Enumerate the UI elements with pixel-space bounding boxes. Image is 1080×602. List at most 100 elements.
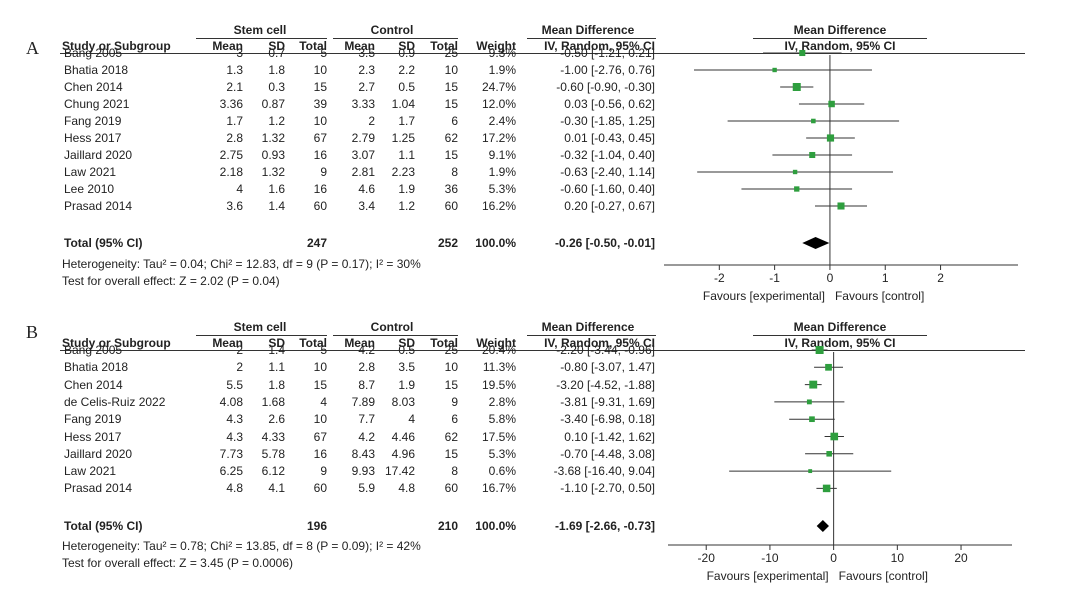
plot-subtitle: IV, Random, 95% CI bbox=[784, 39, 896, 53]
cell-exp-mean: 1.3 bbox=[226, 63, 243, 77]
column-header: SD bbox=[268, 39, 285, 53]
effect-marker bbox=[799, 49, 806, 57]
cell-weight: 11.3% bbox=[482, 360, 516, 375]
cell-exp-mean: 3.36 bbox=[219, 97, 243, 111]
cell-ctrl-total: 10 bbox=[444, 63, 458, 77]
cell-exp-sd: 5.78 bbox=[261, 446, 285, 461]
cell-ctrl-total: 15 bbox=[444, 377, 458, 392]
study-name: Chen 2014 bbox=[64, 377, 123, 392]
cell-ctrl-mean: 2.81 bbox=[351, 165, 375, 179]
column-header: Total bbox=[430, 336, 458, 350]
group-underline-plot bbox=[753, 335, 927, 336]
cell-ctrl-sd: 0.5 bbox=[398, 343, 415, 357]
effect-marker bbox=[815, 346, 824, 354]
cell-weight: 17.5% bbox=[481, 429, 516, 444]
study-name: Bhatia 2018 bbox=[64, 63, 129, 77]
column-header: Study or Subgroup bbox=[62, 39, 171, 53]
cell-exp-total: 10 bbox=[313, 63, 327, 77]
group-underline-plot bbox=[753, 38, 927, 39]
cell-exp-total: 60 bbox=[313, 481, 327, 496]
effect-marker bbox=[792, 83, 801, 91]
study-name: Law 2021 bbox=[64, 165, 117, 179]
cell-exp-total: 15 bbox=[313, 377, 327, 392]
cell-ctrl-total: 8 bbox=[451, 165, 458, 179]
cell-ctrl-total: 25 bbox=[444, 343, 458, 357]
cell-weight: 0.6% bbox=[488, 464, 516, 479]
total-ctrl: 210 bbox=[437, 519, 458, 533]
cell-ctrl-mean: 3.07 bbox=[351, 148, 375, 162]
x-tick-label: -10 bbox=[761, 551, 779, 565]
cell-exp-sd: 0.87 bbox=[261, 97, 285, 111]
cell-ctrl-total: 9 bbox=[451, 394, 458, 409]
column-header: SD bbox=[398, 39, 415, 53]
effect-marker bbox=[826, 451, 832, 457]
group-header-control: Control bbox=[370, 23, 414, 37]
x-tick-label: 20 bbox=[954, 551, 968, 565]
plot-title: Mean Difference bbox=[793, 320, 887, 334]
cell-ctrl-mean: 3.33 bbox=[351, 97, 375, 111]
cell-ctrl-total: 15 bbox=[444, 446, 458, 461]
group-header-control: Control bbox=[370, 320, 414, 334]
cell-ci: -1.00 [-2.76, 0.76] bbox=[560, 63, 655, 77]
cell-weight: 20.4% bbox=[481, 343, 516, 357]
total-exp: 247 bbox=[306, 236, 327, 250]
cell-ctrl-total: 15 bbox=[444, 97, 458, 111]
cell-exp-total: 9 bbox=[320, 464, 327, 479]
cell-exp-sd: 4.1 bbox=[268, 481, 285, 496]
study-name: de Celis-Ruiz 2022 bbox=[64, 394, 166, 409]
cell-exp-total: 9 bbox=[320, 165, 327, 179]
cell-ctrl-mean: 9.93 bbox=[351, 464, 375, 479]
cell-weight: 2.8% bbox=[488, 394, 516, 409]
cell-exp-mean: 2 bbox=[236, 343, 243, 357]
effect-marker bbox=[809, 380, 818, 389]
cell-exp-mean: 4.8 bbox=[226, 481, 243, 496]
cell-weight: 17.2% bbox=[481, 131, 516, 145]
cell-weight: 9.1% bbox=[488, 148, 516, 162]
cell-weight: 19.5% bbox=[481, 377, 516, 392]
panel-label: A bbox=[26, 38, 39, 58]
study-name: Jaillard 2020 bbox=[64, 148, 133, 162]
effect-marker bbox=[808, 469, 813, 474]
cell-ctrl-total: 60 bbox=[444, 199, 458, 213]
cell-ctrl-total: 15 bbox=[444, 148, 458, 162]
cell-exp-sd: 1.32 bbox=[261, 165, 285, 179]
cell-exp-mean: 7.73 bbox=[219, 446, 243, 461]
x-tick-label: -1 bbox=[769, 271, 780, 285]
cell-ctrl-sd: 2.23 bbox=[391, 165, 415, 179]
cell-ctrl-total: 15 bbox=[444, 80, 458, 94]
column-header: Total bbox=[299, 39, 327, 53]
effect-marker bbox=[830, 432, 839, 441]
cell-ctrl-total: 25 bbox=[444, 46, 458, 60]
cell-exp-sd: 1.4 bbox=[268, 199, 285, 213]
x-tick-label: 0 bbox=[830, 551, 837, 565]
cell-ctrl-sd: 1.9 bbox=[398, 182, 415, 196]
effect-marker bbox=[809, 416, 815, 423]
cell-weight: 1.9% bbox=[488, 63, 516, 77]
cell-exp-total: 10 bbox=[313, 360, 327, 375]
cell-ci: -1.10 [-2.70, 0.50] bbox=[560, 481, 655, 496]
summary-diamond bbox=[802, 237, 830, 249]
cell-ctrl-sd: 0.9 bbox=[398, 46, 415, 60]
group-underline-control bbox=[333, 335, 458, 336]
cell-ci: -0.70 [-4.48, 3.08] bbox=[560, 446, 655, 461]
cell-ctrl-sd: 4.96 bbox=[391, 446, 415, 461]
cell-exp-total: 10 bbox=[313, 412, 327, 427]
column-header: Study or Subgroup bbox=[62, 336, 171, 350]
cell-exp-mean: 2.1 bbox=[226, 80, 243, 94]
study-name: Fang 2019 bbox=[64, 114, 122, 128]
cell-ctrl-mean: 4.6 bbox=[358, 182, 375, 196]
plot-title: Mean Difference bbox=[793, 23, 887, 37]
cell-exp-mean: 2.18 bbox=[219, 165, 243, 179]
cell-ctrl-mean: 2 bbox=[368, 114, 375, 128]
cell-exp-total: 16 bbox=[313, 148, 327, 162]
cell-exp-total: 67 bbox=[313, 131, 327, 145]
study-name: Jaillard 2020 bbox=[64, 446, 133, 461]
cell-exp-sd: 0.7 bbox=[268, 46, 285, 60]
study-name: Bang 2005 bbox=[64, 343, 123, 357]
cell-ci: -0.60 [-1.60, 0.40] bbox=[560, 182, 655, 196]
cell-ci: -0.32 [-1.04, 0.40] bbox=[560, 148, 655, 162]
effect-marker bbox=[826, 134, 835, 142]
cell-ctrl-sd: 2.2 bbox=[398, 63, 415, 77]
cell-ctrl-sd: 4.46 bbox=[391, 429, 415, 444]
